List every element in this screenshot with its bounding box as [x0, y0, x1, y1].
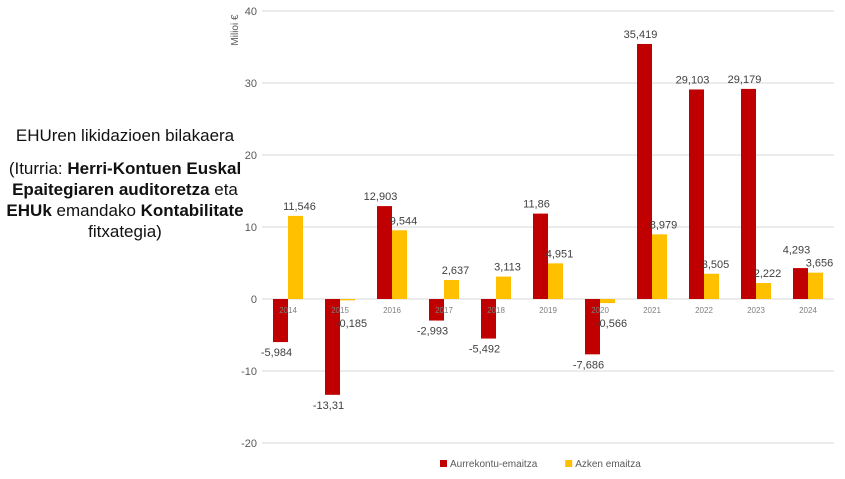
x-tick-label: 2022 [695, 306, 713, 315]
data-label: -7,686 [573, 359, 604, 371]
data-label: 4,293 [783, 245, 811, 257]
bar-azken [340, 299, 355, 301]
bar-aurrekontu [793, 268, 808, 299]
caption-source-part: Herri-Kontuen Euskal Epaitegiaren audito… [12, 159, 242, 199]
x-tick-label: 2017 [435, 306, 453, 315]
data-label: 35,419 [624, 29, 658, 41]
caption-title: EHUren likidazioen bilakaera [15, 126, 235, 145]
caption-source-part: eta [209, 180, 238, 199]
y-axis-label: Milioi € [230, 14, 241, 46]
bar-aurrekontu [533, 213, 548, 299]
bar-azken [756, 283, 771, 299]
bar-azken [704, 273, 719, 299]
y-tick-label: 30 [245, 78, 257, 90]
data-label: -0,566 [596, 318, 627, 330]
bar-aurrekontu [689, 89, 704, 299]
bar-aurrekontu [637, 43, 652, 299]
bar-aurrekontu [325, 299, 340, 395]
bar-azken [392, 230, 407, 299]
bar-aurrekontu [585, 299, 600, 355]
data-label: 29,103 [676, 74, 710, 86]
caption-source: (Iturria: Herri-Kontuen Euskal Epaitegia… [0, 158, 250, 242]
data-label: -5,984 [261, 347, 292, 359]
data-label: 4,951 [546, 248, 574, 260]
data-label: 8,979 [650, 219, 678, 231]
data-label: 2,637 [442, 265, 470, 277]
data-label: 29,179 [728, 74, 762, 86]
data-label: 3,113 [494, 262, 521, 274]
caption-source-part: emandako [51, 201, 141, 220]
caption-source-part: fitxategia) [88, 222, 162, 241]
x-tick-label: 2023 [747, 306, 765, 315]
data-label: -2,993 [417, 326, 448, 338]
x-tick-label: 2019 [539, 306, 557, 315]
y-tick-label: 20 [245, 150, 257, 162]
bar-aurrekontu [429, 299, 444, 321]
y-tick-label: 40 [245, 6, 257, 18]
bar-azken [496, 276, 511, 299]
data-label: 11,86 [523, 199, 550, 211]
side-caption: EHUren likidazioen bilakaera (Iturria: H… [0, 126, 250, 242]
x-tick-label: 2024 [799, 306, 817, 315]
y-tick-label: -20 [241, 438, 257, 450]
x-tick-label: 2016 [383, 306, 401, 315]
data-label: -0,185 [336, 318, 367, 330]
caption-source-part: EHUk [6, 201, 52, 220]
x-tick-label: 2018 [487, 306, 505, 315]
bar-aurrekontu [273, 299, 288, 343]
legend-swatch [565, 460, 573, 467]
data-label: 3,656 [806, 258, 834, 270]
bar-azken [288, 215, 303, 299]
x-tick-label: 2020 [591, 306, 609, 315]
y-tick-label: 10 [245, 222, 257, 234]
x-tick-label: 2015 [331, 306, 349, 315]
bar-azken [808, 272, 823, 299]
y-tick-label: -10 [241, 366, 257, 378]
bar-azken [600, 299, 615, 304]
data-label: -13,31 [313, 400, 344, 412]
data-label: 12,903 [364, 191, 398, 203]
data-label: 9,544 [390, 215, 418, 227]
bar-aurrekontu [377, 206, 392, 299]
caption-source-part: (Iturria: [8, 159, 68, 178]
caption-source-part: Kontabilitate [140, 201, 244, 220]
data-label: 2,222 [754, 268, 782, 280]
data-label: -5,492 [469, 344, 500, 356]
bar-azken [444, 280, 459, 299]
data-label: 11,546 [283, 201, 316, 213]
bar-azken [548, 263, 563, 299]
legend-swatch [440, 460, 447, 467]
legend-label: Azken emaitza [575, 459, 641, 470]
x-tick-label: 2014 [279, 306, 297, 315]
y-tick-label: 0 [251, 294, 257, 306]
legend-label: Aurrekontu-emaitza [450, 459, 538, 470]
bar-aurrekontu [481, 299, 496, 339]
x-tick-label: 2021 [643, 306, 661, 315]
bar-aurrekontu [741, 88, 756, 300]
data-label: 3,505 [702, 259, 730, 271]
bar-azken [652, 234, 667, 299]
